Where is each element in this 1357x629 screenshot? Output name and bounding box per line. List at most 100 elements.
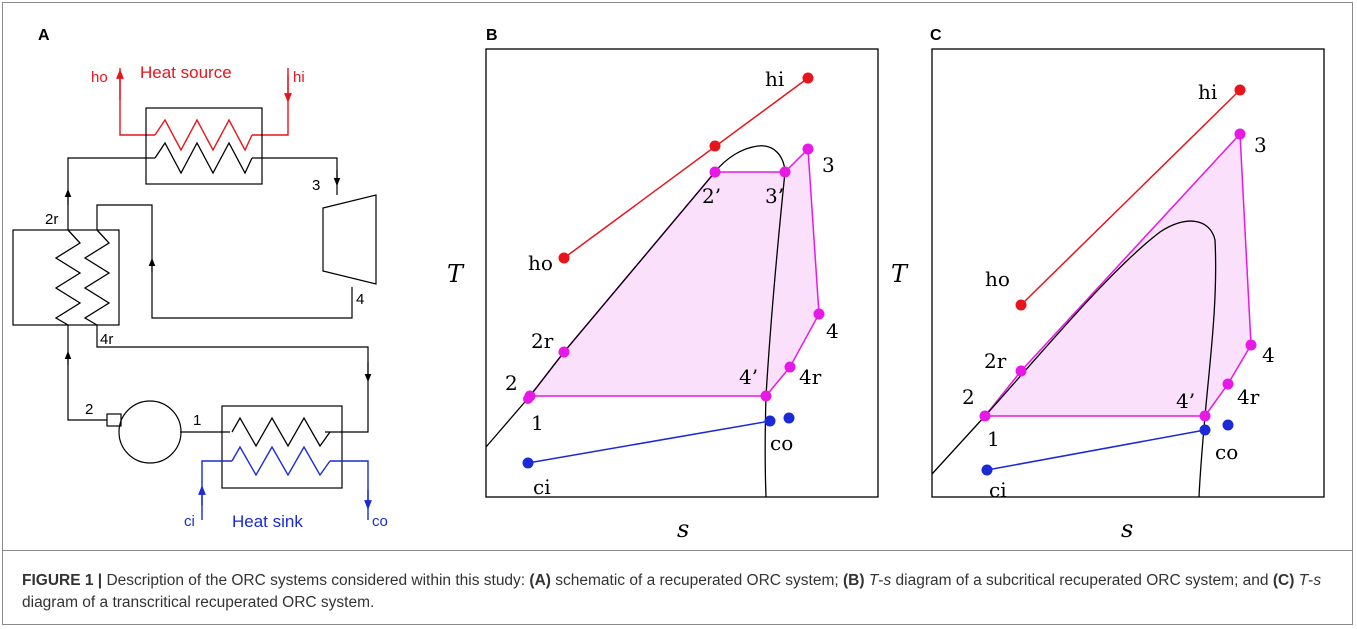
caption-text: -: [878, 572, 884, 589]
y-axis-label-b: T: [447, 260, 465, 288]
point-3-c: [1234, 128, 1246, 140]
point-sink-pinch-c: [1199, 424, 1211, 436]
caption-text: schematic of a recuperated ORC system;: [550, 572, 843, 589]
turbine: [322, 194, 377, 285]
caption-divider: [2, 550, 1353, 551]
node-4r-label: 4r: [100, 331, 113, 348]
x-axis-label-b: s: [677, 515, 689, 543]
caption-ref-c: (C): [1272, 572, 1295, 589]
label-2p-b: 2’: [702, 184, 721, 208]
label-3-b: 3: [822, 153, 835, 177]
label-4-c: 4: [1262, 343, 1275, 367]
heat-source-label: Heat source: [140, 63, 232, 82]
node-2-label: 2: [85, 401, 93, 418]
point-ci-c: [981, 464, 993, 476]
node-4-label: 4: [356, 291, 364, 308]
label-ci-c: ci: [989, 478, 1007, 502]
pump: [118, 400, 182, 464]
caption-ref-a: (A): [529, 572, 551, 589]
point-4p-c: [1199, 410, 1211, 422]
node-2r-label: 2r: [45, 211, 58, 228]
point-4r-c: [1222, 378, 1234, 390]
heat-source-line-c: [1020, 89, 1241, 306]
label-co-b: co: [770, 431, 793, 455]
point-4p-b: [760, 390, 772, 402]
label-3-c: 3: [1254, 133, 1267, 157]
caption-text: diagram of a subcritical recuperated ORC…: [891, 572, 1273, 589]
panel-b-ts-diagram: B: [447, 27, 879, 543]
panel-label-a: A: [38, 27, 50, 44]
label-1-b: 1: [531, 411, 544, 435]
caption-figure-number: FIGURE 1 |: [22, 572, 103, 589]
heat-sink-line-c: [986, 429, 1206, 471]
label-2-b: 2: [505, 371, 518, 395]
working-fluid-lines: [64, 157, 372, 433]
label-2-c: 2: [962, 385, 975, 409]
point-2r-b: [558, 346, 570, 358]
stream-co-label: co: [372, 513, 388, 530]
stream-hi-label: hi: [293, 69, 305, 86]
y-axis-label-c: T: [891, 260, 909, 288]
node-3-label: 3: [312, 177, 320, 194]
x-axis-label-c: s: [1121, 515, 1133, 543]
heat-source-stream: [116, 68, 292, 152]
stream-ho-label: ho: [91, 69, 108, 86]
point-ho-b: [558, 252, 570, 264]
recuperator: [12, 229, 120, 326]
label-2r-b: 2r: [531, 329, 554, 353]
point-co-b: [783, 412, 795, 424]
label-hi-b: hi: [765, 67, 784, 91]
point-3-b: [802, 143, 814, 155]
label-2r-c: 2r: [984, 349, 1007, 373]
point-2r-c: [1015, 365, 1027, 377]
point-hi-b: [802, 72, 814, 84]
point-3p-b: [779, 166, 791, 178]
label-4p-c: 4’: [1176, 389, 1195, 413]
point-4-b: [813, 308, 825, 320]
caption-italic: s: [883, 572, 892, 589]
point-source-pinch-b: [709, 140, 721, 152]
point-4-c: [1245, 339, 1257, 351]
caption-italic: T: [1298, 572, 1309, 589]
panel-label-c: C: [930, 27, 942, 44]
node-1-label: 1: [193, 412, 201, 429]
label-ci-b: ci: [533, 475, 551, 499]
label-3p-b: 3’: [765, 184, 784, 208]
evaporator-box: [145, 107, 263, 185]
panel-c-ts-diagram: C hi: [891, 27, 1325, 543]
heat-sink-stream: [198, 445, 372, 520]
heat-sink-label: Heat sink: [232, 512, 303, 531]
point-ci-b: [522, 457, 534, 469]
label-co-c: co: [1215, 440, 1238, 464]
plot-frame-b: [485, 48, 879, 498]
stream-ci-label: ci: [184, 513, 195, 530]
panel-a-schematic: A Heat source ho hi: [12, 27, 388, 531]
point-4r-b: [784, 361, 796, 373]
plot-frame-c: [931, 48, 1325, 498]
heat-sink-line-b: [527, 420, 771, 464]
point-2p-b: [709, 166, 721, 178]
panel-label-b: B: [486, 27, 498, 44]
point-sink-pinch-b: [764, 415, 776, 427]
label-4r-b: 4r: [799, 365, 822, 389]
caption-text: diagram of a transcritical recuperated O…: [22, 594, 375, 611]
label-1-c: 1: [987, 427, 1000, 451]
point-ho-c: [1015, 299, 1027, 311]
state-points-b: [522, 72, 825, 469]
heat-source-line-b: [563, 77, 809, 259]
caption-italic: T: [868, 572, 879, 589]
figure-caption: FIGURE 1 | Description of the ORC system…: [22, 570, 1332, 614]
point-1-b: [523, 394, 533, 404]
point-hi-c: [1234, 84, 1246, 96]
label-ho-b: ho: [528, 251, 553, 275]
caption-text: -: [1308, 572, 1314, 589]
caption-text: Description of the ORC systems considere…: [102, 572, 530, 589]
condenser: [221, 405, 343, 489]
caption-italic: s: [1313, 572, 1322, 589]
label-ho-c: ho: [985, 267, 1010, 291]
label-4-b: 4: [826, 319, 839, 343]
saturation-dome-b: [485, 145, 786, 498]
point-co-c: [1222, 419, 1234, 431]
